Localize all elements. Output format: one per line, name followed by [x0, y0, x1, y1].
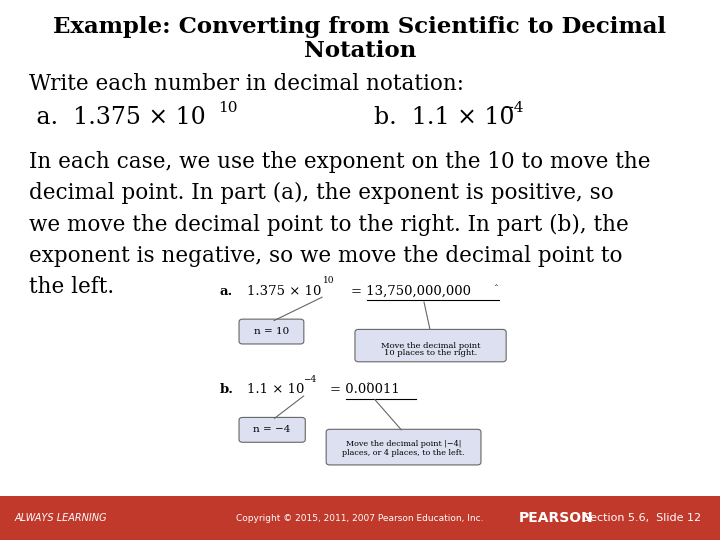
Text: n = 10: n = 10 — [254, 327, 289, 336]
Text: Copyright © 2015, 2011, 2007 Pearson Education, Inc.: Copyright © 2015, 2011, 2007 Pearson Edu… — [236, 514, 484, 523]
Text: a.  1.375 × 10: a. 1.375 × 10 — [29, 106, 205, 129]
Text: 10 places to the right.: 10 places to the right. — [384, 349, 477, 357]
Text: the left.: the left. — [29, 276, 114, 298]
Text: PEARSON: PEARSON — [518, 511, 593, 525]
Text: we move the decimal point to the right. In part (b), the: we move the decimal point to the right. … — [29, 214, 629, 235]
Text: ˆ: ˆ — [365, 383, 369, 392]
Text: Write each number in decimal notation:: Write each number in decimal notation: — [29, 73, 464, 94]
Text: −4: −4 — [303, 375, 316, 383]
Text: b.  1.1 × 10: b. 1.1 × 10 — [374, 106, 515, 129]
Text: 1.375 × 10: 1.375 × 10 — [247, 285, 321, 298]
Text: places, or 4 places, to the left.: places, or 4 places, to the left. — [342, 449, 464, 456]
Text: ˆ: ˆ — [493, 285, 498, 294]
FancyBboxPatch shape — [239, 319, 304, 344]
Text: b.: b. — [220, 383, 233, 396]
Text: = 0.00011: = 0.00011 — [330, 383, 400, 396]
Text: −4: −4 — [502, 101, 524, 115]
Text: In each case, we use the exponent on the 10 to move the: In each case, we use the exponent on the… — [29, 151, 650, 173]
FancyBboxPatch shape — [326, 429, 481, 465]
Text: 10: 10 — [218, 101, 238, 115]
Text: a.: a. — [220, 285, 233, 298]
Text: = 13,750,000,000: = 13,750,000,000 — [351, 285, 472, 298]
FancyBboxPatch shape — [355, 329, 506, 362]
Text: Move the decimal point |−4|: Move the decimal point |−4| — [346, 441, 461, 448]
FancyBboxPatch shape — [239, 417, 305, 442]
Text: n = −4: n = −4 — [253, 426, 291, 434]
Text: Example: Converting from Scientific to Decimal: Example: Converting from Scientific to D… — [53, 16, 667, 38]
Text: 10: 10 — [323, 276, 334, 285]
Text: 1.1 × 10: 1.1 × 10 — [247, 383, 305, 396]
Text: exponent is negative, so we move the decimal point to: exponent is negative, so we move the dec… — [29, 245, 622, 267]
Text: Move the decimal point: Move the decimal point — [381, 342, 480, 349]
Text: Section 5.6,  Slide 12: Section 5.6, Slide 12 — [576, 514, 701, 523]
Text: ALWAYS LEARNING: ALWAYS LEARNING — [14, 514, 107, 523]
FancyBboxPatch shape — [0, 496, 720, 540]
Text: decimal point. In part (a), the exponent is positive, so: decimal point. In part (a), the exponent… — [29, 183, 613, 204]
Text: Notation: Notation — [304, 40, 416, 62]
